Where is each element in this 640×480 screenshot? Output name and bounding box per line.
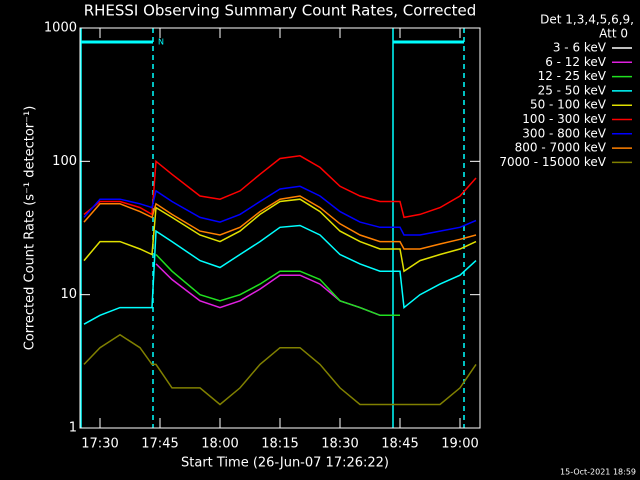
x-tick-label: 19:00	[441, 437, 478, 452]
annotation: N	[158, 38, 164, 47]
legend-label: 50 - 100 keV	[530, 98, 607, 112]
x-tick-label: 18:15	[261, 437, 298, 452]
legend-label: 6 - 12 keV	[545, 55, 607, 69]
decorations	[80, 28, 465, 428]
legend-label: 25 - 50 keV	[538, 83, 607, 97]
series-line	[83, 185, 477, 236]
x-axis-label: Start Time (26-Jun-07 17:26:22)	[181, 456, 389, 471]
series-line	[83, 224, 477, 325]
legend-title: Att 0	[599, 27, 628, 41]
legend-title: Det 1,3,4,5,6,9,	[540, 13, 634, 27]
legend-label: 100 - 300 keV	[522, 112, 606, 126]
series-line	[83, 333, 477, 406]
legend-label: 800 - 7000 keV	[515, 141, 607, 155]
legend-label: 300 - 800 keV	[522, 126, 606, 140]
y-axis-label: Corrected Count Rate (s⁻¹ detector⁻¹)	[23, 106, 38, 351]
footer: 15-Oct-2021 18:59	[560, 468, 636, 477]
series-line	[140, 306, 380, 389]
x-tick-label: 18:00	[201, 437, 238, 452]
series-line	[155, 253, 400, 317]
legend-label: 7000 - 15000 keV	[499, 155, 606, 169]
x-tick-label: 17:45	[141, 437, 178, 452]
series-line	[83, 155, 477, 219]
chart-title: RHESSI Observing Summary Count Rates, Co…	[84, 2, 477, 20]
legend-label: 12 - 25 keV	[538, 69, 607, 83]
series-line	[83, 195, 477, 250]
y-tick-label: 100	[52, 154, 77, 169]
series-line	[83, 198, 477, 273]
x-tick-label: 17:30	[81, 437, 118, 452]
legend-label: 3 - 6 keV	[553, 41, 607, 55]
y-tick-label: 1000	[44, 21, 77, 36]
x-tick-label: 18:45	[381, 437, 418, 452]
x-tick-label: 18:30	[321, 437, 358, 452]
y-tick-label: 10	[60, 287, 77, 302]
y-tick-label: 1	[69, 421, 77, 436]
